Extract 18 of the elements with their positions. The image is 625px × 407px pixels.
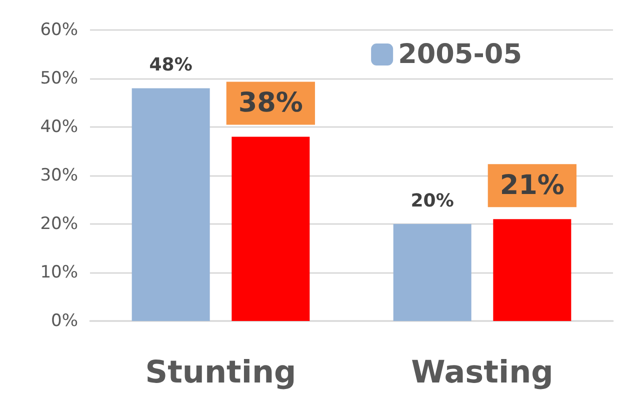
- data-label: 48%: [149, 54, 192, 76]
- y-tick-label: 30%: [40, 166, 78, 186]
- x-tick-label: Stunting: [145, 354, 296, 390]
- data-label: 38%: [238, 88, 303, 119]
- y-tick-label: 50%: [40, 68, 78, 88]
- bar: [493, 219, 572, 321]
- data-label: 20%: [410, 190, 454, 212]
- bar: [393, 224, 472, 321]
- x-tick-label: Wasting: [411, 354, 554, 390]
- bar: [232, 136, 310, 321]
- y-tick-label: 0%: [51, 311, 78, 331]
- y-tick-label: 20%: [40, 214, 78, 234]
- y-tick-label: 10%: [40, 262, 78, 282]
- bar: [132, 88, 210, 321]
- y-tick-label: 40%: [40, 117, 78, 137]
- legend-label: 2005-05: [398, 39, 522, 70]
- y-tick-label: 60%: [40, 20, 78, 40]
- data-label: 21%: [500, 170, 564, 202]
